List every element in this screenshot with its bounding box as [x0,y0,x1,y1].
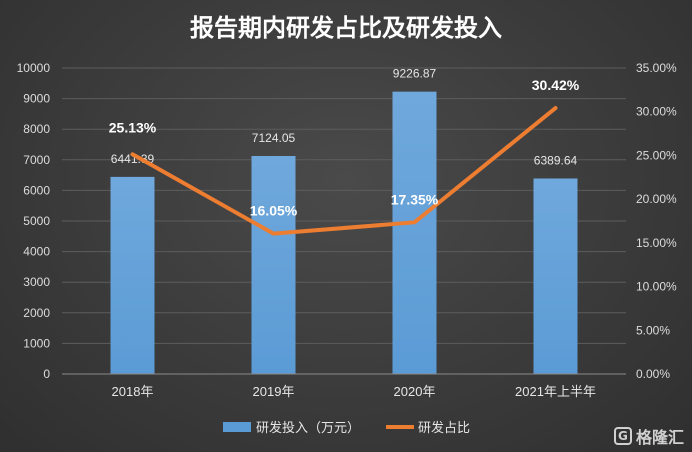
bar-value-label: 9226.87 [393,67,437,81]
series-line [130,106,558,236]
line-value-label: 17.35% [391,191,439,207]
x-axis: 2018年 2019年 2020年 2021年上半年 [62,373,626,399]
legend-bar-label: 研发投入（万元） [256,420,360,435]
chart-title: 报告期内研发占比及研发投入 [190,13,502,42]
left-tick-label: 1000 [23,336,50,350]
left-tick-label: 2000 [23,306,50,320]
watermark: G 格隆汇 [613,424,684,448]
x-tick-label: 2021年上半年 [515,384,596,399]
left-tick-label: 7000 [23,153,50,167]
legend: 研发投入（万元） 研发占比 [223,420,470,435]
right-tick-label: 35.00% [636,61,677,75]
right-tick-label: 15.00% [636,236,677,250]
x-tick-label: 2019年 [253,384,295,399]
left-tick-label: 4000 [23,245,50,259]
watermark-text: 格隆汇 [635,428,684,447]
line-value-label: 16.05% [250,203,298,219]
x-tick-label: 2020年 [394,384,436,399]
x-tick-label: 2018年 [112,384,154,399]
right-tick-label: 10.00% [636,280,677,294]
legend-line-label: 研发占比 [418,420,470,435]
right-tick-label: 5.00% [636,323,670,337]
left-tick-label: 0 [43,367,50,381]
g-logo-icon: G [613,427,632,445]
grid-lines [62,67,626,344]
bar [392,91,437,374]
bar-value-label: 6389.64 [534,153,578,167]
bar-value-label: 7124.05 [252,131,296,145]
left-tick-label: 10000 [17,61,51,75]
left-tick-label: 8000 [23,122,50,136]
left-tick-label: 9000 [23,92,50,106]
legend-bar-swatch [223,422,251,432]
right-tick-label: 20.00% [636,192,677,206]
line-value-label: 25.13% [109,119,157,135]
bar [533,178,578,374]
bar [251,156,296,374]
line-value-label: 30.42% [532,77,580,93]
right-tick-label: 0.00% [636,367,670,381]
left-axis: 0 1000 2000 3000 4000 5000 6000 7000 8000 9000 100… [17,61,51,381]
left-tick-label: 5000 [23,214,50,228]
bar [110,176,155,374]
right-axis: 0.00% 5.00% 10.00% 15.00% 20.00% 25.00% 30.00%… [636,61,677,381]
right-tick-label: 30.00% [636,105,677,119]
right-tick-label: 25.00% [636,148,677,162]
left-tick-label: 3000 [23,275,50,289]
line-series: 25.13% 16.05% 17.35% 30.42% [109,77,580,236]
left-tick-label: 6000 [23,183,50,197]
